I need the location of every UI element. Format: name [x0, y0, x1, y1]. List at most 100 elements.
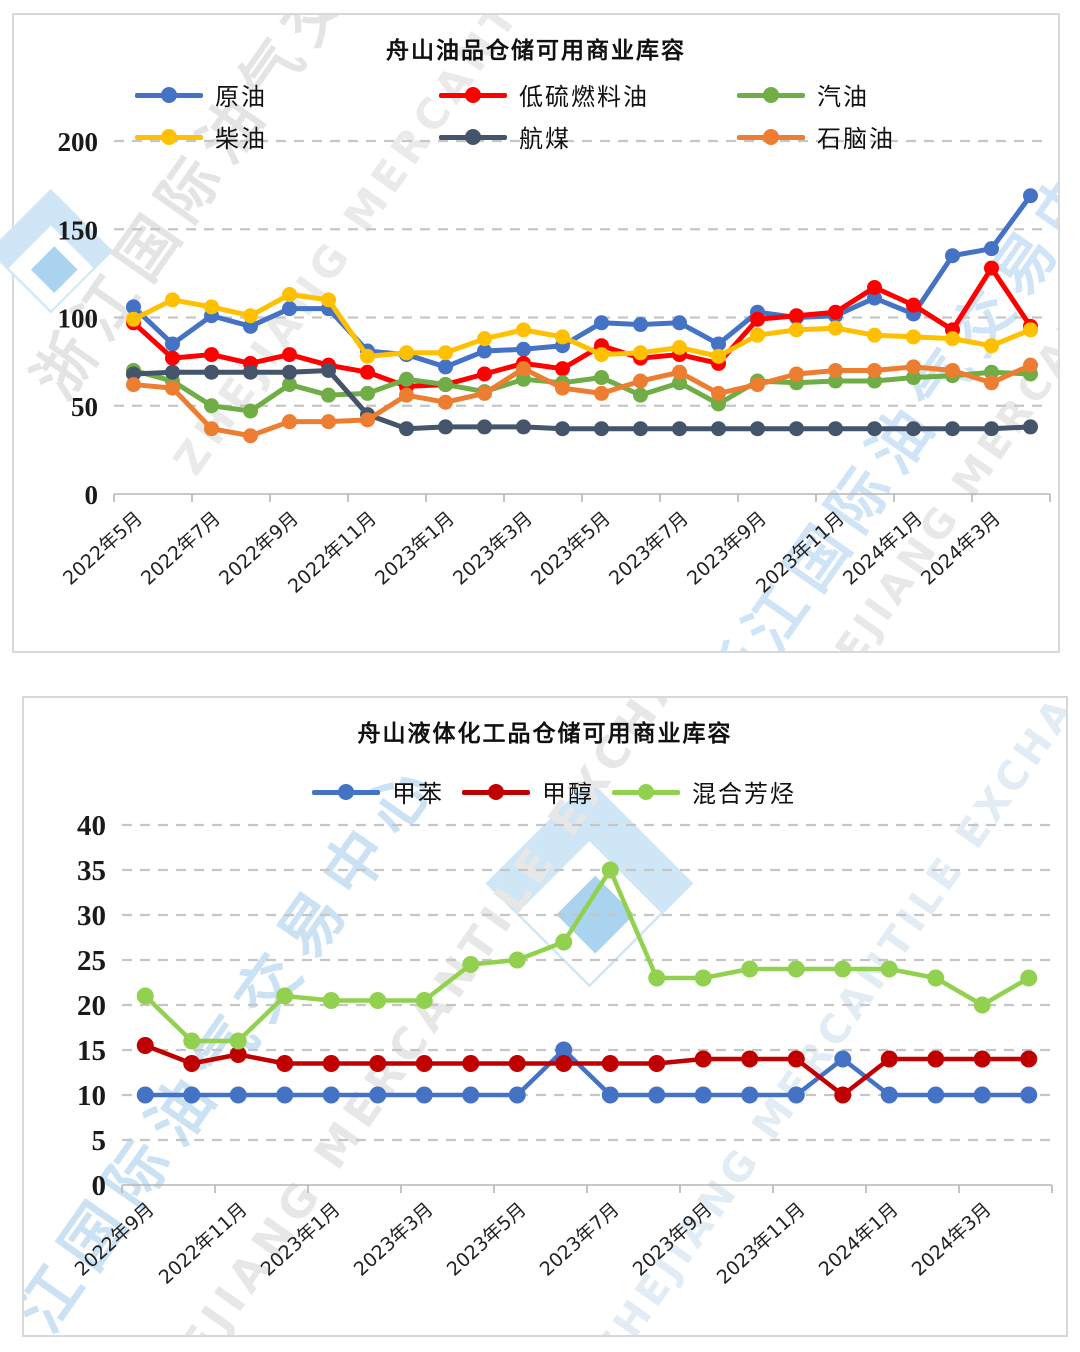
data-point-甲醇: [462, 1055, 480, 1072]
data-point-石脑油: [867, 362, 882, 378]
data-point-甲醇: [136, 1037, 154, 1054]
data-point-混合芳烃: [183, 1032, 201, 1050]
x-axis-label: 2023年11月: [713, 1198, 810, 1288]
data-point-低硫燃料油: [165, 350, 180, 366]
data-point-航煤: [126, 366, 141, 382]
data-point-柴油: [867, 327, 882, 343]
data-point-甲苯: [1020, 1086, 1038, 1104]
data-point-低硫燃料油: [282, 347, 297, 363]
series-marker-icon: [135, 86, 203, 103]
plot-area: 0501001502002022年5月2022年7月2022年9月2022年11…: [58, 127, 1051, 598]
data-point-航煤: [672, 421, 687, 437]
data-point-甲苯: [973, 1086, 991, 1104]
data-point-原油: [1023, 188, 1038, 204]
x-axis-label: 2023年1月: [371, 507, 459, 589]
data-point-石脑油: [1023, 357, 1038, 373]
x-axis-label: 2023年3月: [350, 1198, 438, 1280]
data-point-汽油: [516, 371, 531, 387]
data-point-甲醇: [322, 1055, 340, 1072]
data-point-甲醇: [508, 1055, 526, 1072]
data-point-石脑油: [789, 366, 804, 382]
x-axis-label: 2023年3月: [449, 507, 537, 589]
data-point-甲醇: [741, 1050, 759, 1068]
data-point-汽油: [243, 403, 258, 419]
data-point-石脑油: [594, 385, 609, 401]
data-point-航煤: [204, 364, 219, 380]
series-marker-icon: [612, 783, 680, 800]
y-axis-label: 5: [92, 1125, 107, 1157]
data-point-柴油: [1023, 322, 1038, 338]
data-point-原油: [711, 336, 726, 352]
data-point-柴油: [789, 322, 804, 338]
legend-label: 混合芳烃: [692, 780, 796, 808]
data-point-混合芳烃: [276, 987, 294, 1005]
data-point-原油: [165, 336, 180, 352]
series-marker-icon: [135, 128, 203, 145]
series-line-混合芳烃: [143, 867, 1031, 1044]
data-point-航煤: [750, 421, 765, 437]
legend-label: 航煤: [519, 125, 571, 153]
data-point-汽油: [399, 371, 414, 387]
data-point-混合芳烃: [508, 951, 526, 969]
y-axis-label: 20: [77, 990, 106, 1022]
data-point-航煤: [165, 364, 180, 380]
data-point-甲醇: [880, 1050, 898, 1068]
data-point-甲苯: [834, 1050, 852, 1068]
series-line-原油: [131, 193, 1033, 370]
data-point-石脑油: [750, 377, 765, 393]
data-point-柴油: [477, 331, 492, 347]
data-point-航煤: [711, 421, 726, 437]
legend-item-jet-fuel: 航煤: [439, 119, 571, 154]
x-axis-label: 2022年7月: [137, 507, 225, 589]
legend-label: 甲醇: [542, 780, 594, 808]
legend-item-toluene: 甲苯: [312, 774, 444, 809]
data-point-甲苯: [276, 1086, 294, 1104]
data-point-航煤: [516, 419, 531, 435]
data-point-汽油: [984, 364, 999, 380]
data-point-航煤: [828, 421, 843, 437]
data-point-低硫燃料油: [789, 308, 804, 324]
legend-item-gasoline: 汽油: [737, 77, 869, 112]
data-point-原油: [126, 299, 141, 315]
data-point-柴油: [438, 345, 453, 361]
data-point-汽油: [594, 370, 609, 386]
data-point-石脑油: [204, 421, 219, 437]
y-axis-label: 25: [77, 945, 106, 977]
legend-item-naphtha: 石脑油: [737, 119, 895, 154]
data-point-航煤: [477, 419, 492, 435]
data-point-航煤: [321, 362, 336, 378]
data-point-航煤: [945, 421, 960, 437]
data-point-石脑油: [399, 387, 414, 403]
data-point-石脑油: [633, 373, 648, 389]
data-point-甲苯: [136, 1086, 154, 1104]
data-point-柴油: [243, 308, 258, 324]
x-axis-label: 2022年5月: [59, 507, 147, 589]
data-point-低硫燃料油: [750, 311, 765, 327]
data-point-甲苯: [880, 1086, 898, 1104]
data-point-甲醇: [415, 1055, 433, 1072]
legend-item-methanol: 甲醇: [462, 774, 594, 809]
data-point-汽油: [633, 387, 648, 403]
data-point-甲苯: [555, 1041, 573, 1059]
data-point-柴油: [594, 347, 609, 363]
data-point-混合芳烃: [834, 960, 852, 978]
data-point-混合芳烃: [462, 956, 480, 973]
y-axis-label: 15: [77, 1035, 106, 1067]
data-point-混合芳烃: [601, 861, 619, 879]
data-point-石脑油: [477, 385, 492, 401]
data-point-原油: [282, 301, 297, 317]
data-point-柴油: [399, 345, 414, 361]
y-axis-label: 35: [77, 855, 106, 887]
y-axis-label: 50: [71, 392, 98, 422]
data-point-柴油: [555, 329, 570, 345]
data-point-汽油: [321, 387, 336, 403]
data-point-甲苯: [601, 1086, 619, 1104]
data-point-柴油: [672, 340, 687, 356]
data-point-石脑油: [165, 380, 180, 396]
data-point-汽油: [867, 373, 882, 389]
y-axis-label: 0: [92, 1170, 107, 1202]
data-point-汽油: [204, 398, 219, 414]
data-point-航煤: [906, 421, 921, 437]
data-point-甲苯: [322, 1086, 340, 1104]
